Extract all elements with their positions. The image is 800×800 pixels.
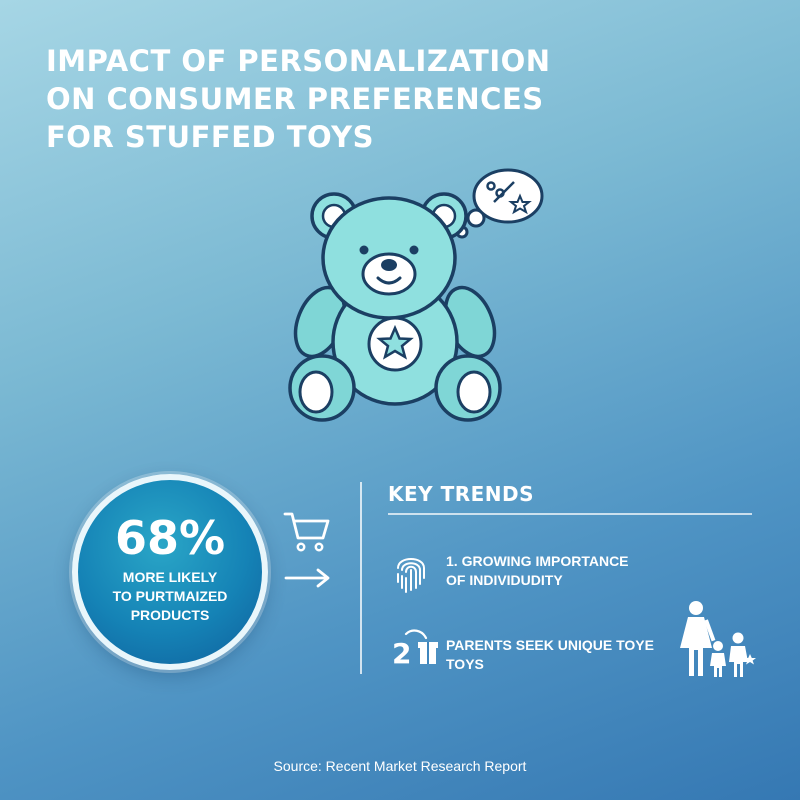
- stat-text-line-2: TO PURTMAIZED: [112, 587, 228, 604]
- paintbrush-icon: [486, 181, 515, 203]
- family-icon: [680, 601, 756, 677]
- trend-2-line-2: TOYS: [446, 656, 484, 672]
- source-note: Source: Recent Market Research Report: [273, 758, 527, 774]
- number-2-gift-icon: 2: [392, 629, 438, 670]
- shopping-cart-icon: [283, 512, 330, 552]
- trend-2-line-1: PARENTS SEEK UNIQUE TOYE: [446, 637, 654, 653]
- svg-text:2: 2: [392, 637, 411, 670]
- section-divider: [360, 482, 362, 674]
- trend-1-line-2: OF INDIVIDUDITY: [446, 572, 563, 588]
- stat-circle: 68% MORE LIKELY TO PURTMAIZED PRODUCTS: [72, 474, 268, 670]
- fingerprint-icon: [397, 558, 425, 593]
- trends-heading: KEY TRENDS: [388, 482, 535, 506]
- hero-illustration: [288, 168, 544, 422]
- star-icon: [508, 193, 532, 215]
- trend-1-line-1: 1. GROWING IMPORTANCE: [446, 553, 629, 569]
- arrow-right-icon: [284, 568, 330, 588]
- trend-item-1: 1. GROWING IMPORTANCE OF INDIVIDUDITY: [446, 552, 676, 590]
- teddy-bear-icon: [288, 192, 502, 422]
- trend-item-2: PARENTS SEEK UNIQUE TOYE TOYS: [446, 636, 676, 674]
- thought-bubble: [455, 168, 544, 239]
- stat-text-line-1: MORE LIKELY: [122, 568, 218, 585]
- title-line-3: FOR STUFFED TOYS: [46, 120, 374, 154]
- trends-rule: [388, 513, 752, 515]
- title-line-1: IMPACT OF PERSONALIZATION: [46, 44, 551, 78]
- stat-value: 68%: [114, 510, 226, 565]
- page-title: IMPACT OF PERSONALIZATION ON CONSUMER PR…: [46, 42, 606, 156]
- stat-text-line-3: PRODUCTS: [130, 606, 210, 623]
- title-line-2: ON CONSUMER PREFERENCES: [46, 82, 544, 116]
- stat-description: MORE LIKELY TO PURTMAIZED PRODUCTS: [95, 568, 245, 625]
